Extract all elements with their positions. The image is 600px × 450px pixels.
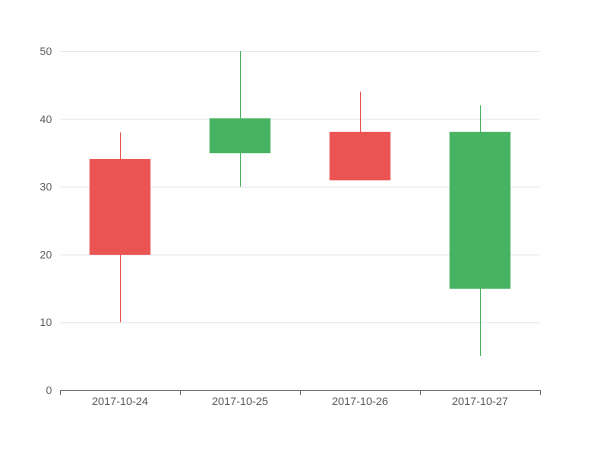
candle-body[interactable] [89, 158, 151, 255]
candle-2017-10-26[interactable] [329, 91, 391, 181]
candle-body[interactable] [209, 118, 271, 154]
y-tick-label: 30 [40, 182, 52, 194]
x-tick-label: 2017-10-27 [452, 396, 508, 408]
candle-2017-10-27[interactable] [449, 105, 511, 357]
y-tick-label: 40 [40, 114, 52, 126]
y-axis: 0 10 20 30 40 50 [40, 46, 52, 397]
y-tick-label: 50 [40, 46, 52, 58]
candles [89, 51, 511, 357]
candle-2017-10-24[interactable] [89, 132, 151, 323]
x-tick-label: 2017-10-24 [92, 396, 148, 408]
candle-2017-10-25[interactable] [209, 51, 271, 187]
x-tick-label: 2017-10-25 [212, 396, 268, 408]
x-axis: 2017-10-24 2017-10-25 2017-10-26 2017-10-27 [60, 390, 541, 408]
y-tick-label: 20 [40, 249, 52, 261]
x-tick-label: 2017-10-26 [332, 396, 388, 408]
y-tick-label: 10 [40, 317, 52, 329]
candle-body[interactable] [329, 131, 391, 181]
y-tick-label: 0 [46, 385, 52, 397]
candle-body[interactable] [449, 131, 511, 289]
